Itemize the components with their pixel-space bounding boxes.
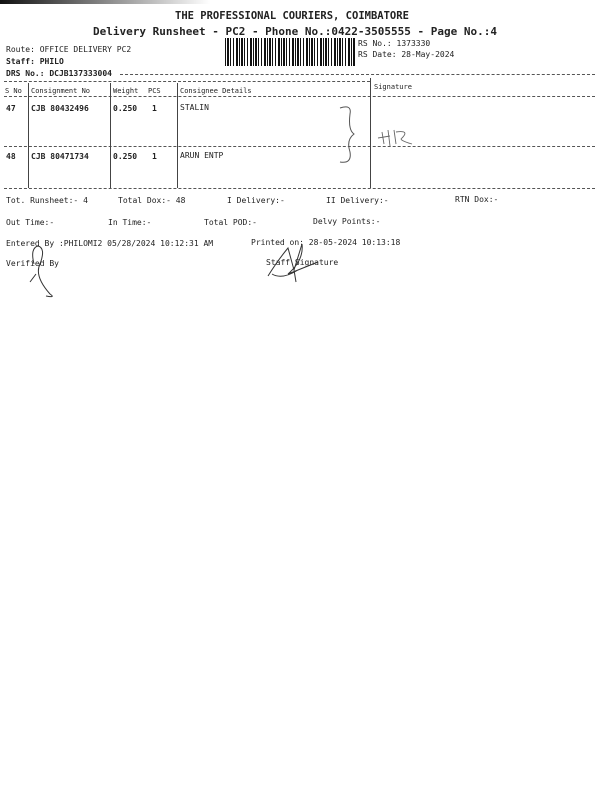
sno: 48 bbox=[6, 152, 16, 161]
col-weight: Weight bbox=[113, 87, 139, 95]
verified-by: Verified By bbox=[6, 259, 59, 268]
drs-number: DRS No.: DCJB137333004 bbox=[6, 69, 112, 78]
weight: 0.250 bbox=[113, 152, 138, 161]
total-pod: Total POD:- bbox=[204, 218, 257, 227]
delvy-points: Delvy Points:- bbox=[313, 217, 381, 226]
col-pcs: PCS bbox=[148, 87, 161, 95]
ii-delivery: II Delivery:- bbox=[326, 196, 389, 205]
tot-runsheet: Tot. Runsheet:- 4 bbox=[6, 196, 88, 205]
rs-date: RS Date: 28-May-2024 bbox=[358, 50, 455, 59]
total-dox: Total Dox:- 48 bbox=[118, 196, 186, 205]
column-divider bbox=[28, 83, 29, 188]
consignee: ARUN ENTP bbox=[180, 151, 224, 160]
divider bbox=[4, 188, 595, 189]
company-title: THE PROFESSIONAL COURIERS, COIMBATORE bbox=[175, 10, 409, 22]
out-time: Out Time:- bbox=[6, 218, 55, 227]
staff-signature: Staff Signature bbox=[266, 258, 339, 267]
verifier-signature bbox=[29, 245, 53, 298]
i-delivery: I Delivery:- bbox=[227, 196, 285, 205]
in-time: In Time:- bbox=[108, 218, 152, 227]
consignee: STALIN bbox=[180, 103, 209, 112]
divider bbox=[4, 96, 595, 97]
divider bbox=[120, 74, 595, 75]
consignment-no: CJB 80432496 bbox=[31, 104, 89, 113]
col-signature: Signature bbox=[374, 83, 412, 91]
divider bbox=[4, 146, 595, 147]
route: Route: OFFICE DELIVERY PC2 bbox=[6, 45, 132, 54]
entered-by: Entered By :PHILOMI2 05/28/2024 10:12:31… bbox=[6, 239, 214, 248]
pcs: 1 bbox=[152, 152, 157, 161]
col-sno: S No bbox=[5, 87, 22, 95]
handwritten-signature bbox=[339, 106, 413, 163]
col-consignment: Consignment No bbox=[31, 87, 91, 95]
scan-shadow bbox=[0, 0, 210, 4]
barcode bbox=[225, 38, 355, 66]
consignment-no: CJB 80471734 bbox=[31, 152, 89, 161]
col-consignee: Consignee Details bbox=[180, 87, 252, 95]
runsheet-title: Delivery Runsheet - PC2 - Phone No.:0422… bbox=[93, 25, 497, 38]
rtn-dox: RTN Dox:- bbox=[455, 195, 499, 204]
pcs: 1 bbox=[152, 104, 157, 113]
printed-on: Printed on: 28-05-2024 10:13:18 bbox=[251, 238, 401, 247]
rs-number: RS No.: 1373330 bbox=[358, 39, 431, 48]
column-divider bbox=[370, 78, 371, 188]
divider bbox=[4, 81, 370, 82]
weight: 0.250 bbox=[113, 104, 138, 113]
sno: 47 bbox=[6, 104, 16, 113]
column-divider bbox=[177, 83, 178, 188]
staff: Staff: PHILO bbox=[6, 57, 64, 66]
staff-handwritten-signature bbox=[267, 243, 319, 283]
column-divider bbox=[110, 83, 111, 188]
